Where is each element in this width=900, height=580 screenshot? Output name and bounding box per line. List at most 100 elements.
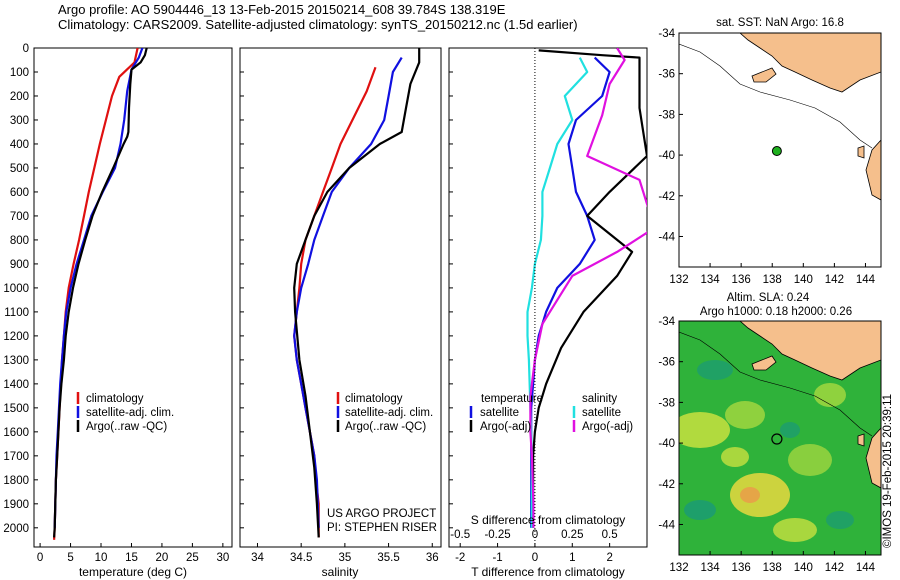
y-tick-label: 600 bbox=[10, 187, 29, 199]
imos-credit: ©IMOS 19-Feb-2015 20:39:11 bbox=[882, 394, 894, 548]
climatology-title: Climatology: CARS2009. Satellite-adjuste… bbox=[58, 17, 578, 32]
x-tick-label: 36 bbox=[426, 552, 439, 564]
sla-map-field bbox=[679, 321, 881, 542]
legend-argo: Argo(..raw -QC) bbox=[345, 421, 426, 433]
x-tick-label: 35 bbox=[338, 552, 351, 564]
series-line-clim bbox=[293, 66, 377, 538]
sst-map-coastlines bbox=[679, 33, 881, 201]
sla-map-frame bbox=[678, 320, 882, 556]
profile-title: Argo profile: AO 5904446_13 13-Feb-2015 … bbox=[58, 2, 506, 17]
legend-s-argo: Argo(-adj) bbox=[582, 421, 633, 433]
lon-tick-label: 132 bbox=[669, 274, 688, 286]
y-tick-label: 1400 bbox=[3, 379, 29, 391]
lat-tick-label: -42 bbox=[658, 479, 675, 491]
lon-tick-label: 138 bbox=[763, 274, 782, 286]
pi-credit: PI: STEPHEN RISER bbox=[327, 522, 437, 534]
salinity-panel-series bbox=[293, 48, 421, 538]
salinity-plot-frame bbox=[239, 47, 442, 548]
x-tick-label: 20 bbox=[156, 552, 169, 564]
series-line-t_argo bbox=[531, 49, 647, 528]
y-tick-label: 1800 bbox=[3, 475, 29, 487]
difference-panel-series bbox=[526, 48, 647, 528]
y-tick-label: 800 bbox=[10, 235, 29, 247]
lon-tick-label: 134 bbox=[700, 562, 720, 574]
lat-tick-label: -44 bbox=[658, 519, 675, 531]
lat-tick-label: -34 bbox=[658, 316, 675, 328]
temperature-axis-label: temperature (deg C) bbox=[79, 565, 187, 579]
y-tick-label: 1500 bbox=[3, 403, 29, 415]
x-tick-label: -1 bbox=[492, 552, 502, 564]
y-tick-label: 1600 bbox=[3, 427, 29, 439]
y-tick-label: 300 bbox=[10, 115, 29, 127]
y-tick-label: 1300 bbox=[3, 355, 29, 367]
x-tick-label: 15 bbox=[125, 552, 138, 564]
y-tick-label: 400 bbox=[10, 139, 29, 151]
x-tick-label: 0 bbox=[37, 552, 43, 564]
y-tick-label: 2000 bbox=[3, 523, 29, 535]
y-tick-label: 1000 bbox=[3, 283, 29, 295]
series-line-argo bbox=[53, 48, 148, 538]
lat-tick-label: -40 bbox=[658, 438, 675, 450]
temperature-legend: climatology satellite-adj. clim. Argo(..… bbox=[76, 392, 174, 433]
x-tick-label: 5 bbox=[67, 552, 73, 564]
lon-tick-label: 142 bbox=[825, 274, 844, 286]
argo-float-marker bbox=[771, 146, 782, 157]
sla-map-subtitle: Argo h1000: 0.18 h2000: 0.26 bbox=[700, 306, 852, 318]
salinity-axis-label: salinity bbox=[322, 565, 359, 579]
y-tick-label: 900 bbox=[10, 259, 29, 271]
t-difference-axis-label: T difference from climatology bbox=[471, 565, 625, 579]
lon-tick-label: 144 bbox=[856, 274, 876, 286]
legend-climatology: climatology bbox=[86, 393, 144, 405]
temperature-plot-frame bbox=[33, 47, 233, 548]
s-tick-label: -0.25 bbox=[484, 529, 510, 541]
x-tick-label: 34 bbox=[251, 552, 264, 564]
y-tick-label: 100 bbox=[10, 67, 29, 79]
difference-legend: temperature salinity satellite Argo(-adj… bbox=[469, 393, 633, 433]
lon-tick-label: 142 bbox=[825, 562, 844, 574]
x-tick-label: -2 bbox=[455, 552, 465, 564]
lat-tick-label: -38 bbox=[658, 109, 675, 121]
x-tick-label: 35.5 bbox=[377, 552, 399, 564]
y-tick-label: 1100 bbox=[4, 307, 29, 319]
y-tick-label: 1700 bbox=[3, 451, 29, 463]
series-line-argo bbox=[293, 48, 421, 538]
x-tick-label: 34.5 bbox=[290, 552, 312, 564]
difference-plot-frame bbox=[448, 47, 648, 548]
s-tick-label: 0.25 bbox=[561, 529, 583, 541]
s-tick-label: -0.5 bbox=[450, 529, 470, 541]
lon-tick-label: 132 bbox=[669, 562, 688, 574]
lon-tick-label: 136 bbox=[732, 562, 751, 574]
x-tick-label: 2 bbox=[606, 552, 612, 564]
series-line-s_argo bbox=[529, 48, 647, 528]
x-tick-label: 30 bbox=[216, 552, 229, 564]
lon-tick-label: 138 bbox=[763, 562, 782, 574]
x-tick-label: 0 bbox=[532, 552, 538, 564]
y-tick-label: 200 bbox=[10, 91, 29, 103]
lat-tick-label: -38 bbox=[658, 397, 675, 409]
legend-argo: Argo(..raw -QC) bbox=[86, 421, 167, 433]
y-tick-label: 500 bbox=[10, 163, 29, 175]
y-tick-label: 1900 bbox=[3, 499, 29, 511]
legend-s-satellite: satellite bbox=[582, 407, 621, 419]
lat-tick-label: -36 bbox=[658, 69, 675, 81]
temperature-panel-series bbox=[53, 48, 148, 540]
lat-tick-label: -34 bbox=[658, 28, 675, 40]
salinity-legend: climatology satellite-adj. clim. Argo(..… bbox=[336, 392, 433, 433]
s-tick-label: 0.5 bbox=[602, 529, 618, 541]
legend-satellite: satellite-adj. clim. bbox=[345, 407, 433, 419]
x-tick-label: 25 bbox=[186, 552, 199, 564]
lat-tick-label: -40 bbox=[658, 150, 675, 162]
lat-tick-label: -42 bbox=[658, 191, 675, 203]
us-argo-credit: US ARGO PROJECT bbox=[327, 508, 436, 520]
legend-salinity-header: salinity bbox=[582, 393, 617, 405]
legend-t-satellite: satellite bbox=[480, 407, 519, 419]
lat-tick-label: -36 bbox=[658, 357, 675, 369]
y-tick-label: 1200 bbox=[3, 331, 29, 343]
lon-tick-label: 134 bbox=[700, 274, 720, 286]
lon-tick-label: 140 bbox=[794, 562, 813, 574]
y-tick-label: 700 bbox=[10, 211, 29, 223]
lon-tick-label: 140 bbox=[794, 274, 813, 286]
sst-map-title: sat. SST: NaN Argo: 16.8 bbox=[716, 17, 844, 29]
lat-tick-label: -44 bbox=[658, 231, 675, 243]
